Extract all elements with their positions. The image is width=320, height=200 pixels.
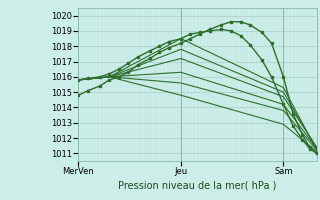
X-axis label: Pression niveau de la mer( hPa ): Pression niveau de la mer( hPa ) — [118, 180, 277, 190]
